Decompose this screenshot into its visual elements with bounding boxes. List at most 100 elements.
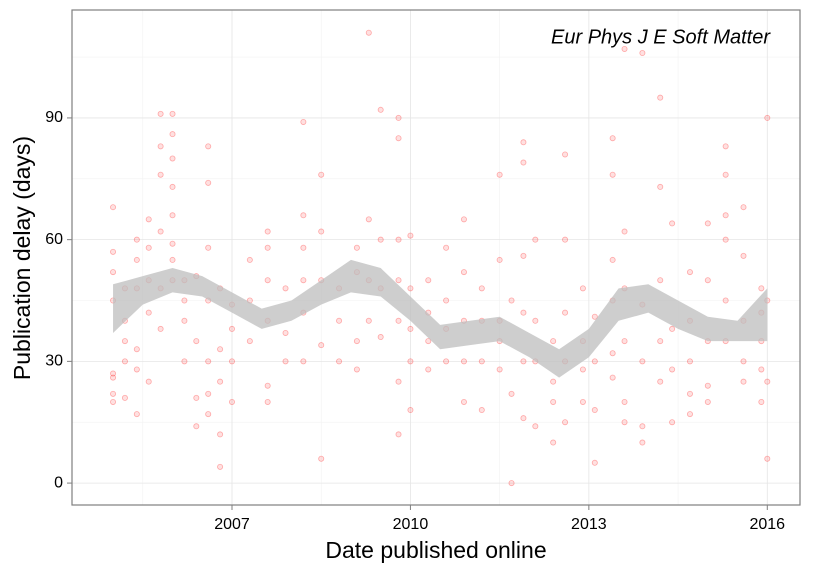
point: [121, 394, 128, 401]
point: [169, 131, 176, 138]
point: [657, 183, 664, 190]
point: [282, 285, 289, 292]
point: [217, 431, 224, 438]
point: [228, 325, 235, 332]
axes: 2007 2010 2013 2016 0 30 60 90: [45, 109, 785, 533]
point: [133, 366, 140, 373]
point: [460, 398, 467, 405]
point: [532, 423, 539, 430]
point: [110, 390, 117, 397]
point: [758, 398, 765, 405]
point: [181, 317, 188, 324]
point: [722, 236, 729, 243]
point: [562, 309, 569, 316]
point: [639, 358, 646, 365]
point: [353, 244, 360, 251]
point: [758, 285, 765, 292]
x-tick-label: 2016: [749, 516, 785, 533]
point: [157, 110, 164, 117]
point: [181, 358, 188, 365]
point: [621, 338, 628, 345]
point: [669, 220, 676, 227]
point: [110, 374, 117, 381]
point: [740, 252, 747, 259]
point: [264, 228, 271, 235]
point: [282, 329, 289, 336]
point: [621, 419, 628, 426]
point: [621, 228, 628, 235]
point: [395, 317, 402, 324]
point: [621, 398, 628, 405]
point: [686, 411, 693, 418]
point: [609, 135, 616, 142]
x-tick-label: 2007: [214, 516, 250, 533]
point: [478, 358, 485, 365]
point: [133, 236, 140, 243]
point: [460, 216, 467, 223]
point: [395, 277, 402, 284]
point: [157, 143, 164, 150]
point: [365, 216, 372, 223]
point: [395, 135, 402, 142]
point: [407, 407, 414, 414]
point: [579, 398, 586, 405]
grid: [72, 10, 800, 505]
point: [669, 419, 676, 426]
point: [508, 390, 515, 397]
point: [740, 358, 747, 365]
x-tick-label: 2013: [571, 516, 607, 533]
point: [520, 139, 527, 146]
point: [478, 285, 485, 292]
point: [407, 285, 414, 292]
point: [686, 390, 693, 397]
point: [508, 297, 515, 304]
plot-background: [72, 10, 800, 505]
point: [300, 212, 307, 219]
point: [532, 317, 539, 324]
point: [395, 114, 402, 121]
point: [205, 411, 212, 418]
point: [704, 382, 711, 389]
point: [591, 313, 598, 320]
point: [145, 309, 152, 316]
point: [740, 204, 747, 211]
point: [550, 338, 557, 345]
point: [169, 212, 176, 219]
point: [318, 171, 325, 178]
point: [145, 378, 152, 385]
point: [157, 171, 164, 178]
point: [550, 378, 557, 385]
point: [407, 325, 414, 332]
point: [639, 50, 646, 57]
point: [169, 256, 176, 263]
point: [407, 358, 414, 365]
point: [110, 248, 117, 255]
confidence-band: [113, 259, 768, 378]
point: [395, 236, 402, 243]
point: [133, 346, 140, 353]
point: [704, 277, 711, 284]
point: [353, 366, 360, 373]
point: [145, 244, 152, 251]
plot-border: [71, 9, 801, 506]
point: [246, 256, 253, 263]
point: [520, 159, 527, 166]
point: [562, 419, 569, 426]
point: [520, 309, 527, 316]
point: [205, 358, 212, 365]
point: [562, 236, 569, 243]
point: [300, 277, 307, 284]
point: [508, 480, 515, 487]
point: [562, 151, 569, 158]
point: [193, 423, 200, 430]
point: [264, 277, 271, 284]
point: [722, 212, 729, 219]
point: [764, 114, 771, 121]
point: [145, 216, 152, 223]
point: [353, 338, 360, 345]
y-tick-label: 0: [54, 474, 63, 491]
point: [764, 378, 771, 385]
point: [686, 358, 693, 365]
y-axis-title: Publication delay (days): [9, 136, 35, 380]
